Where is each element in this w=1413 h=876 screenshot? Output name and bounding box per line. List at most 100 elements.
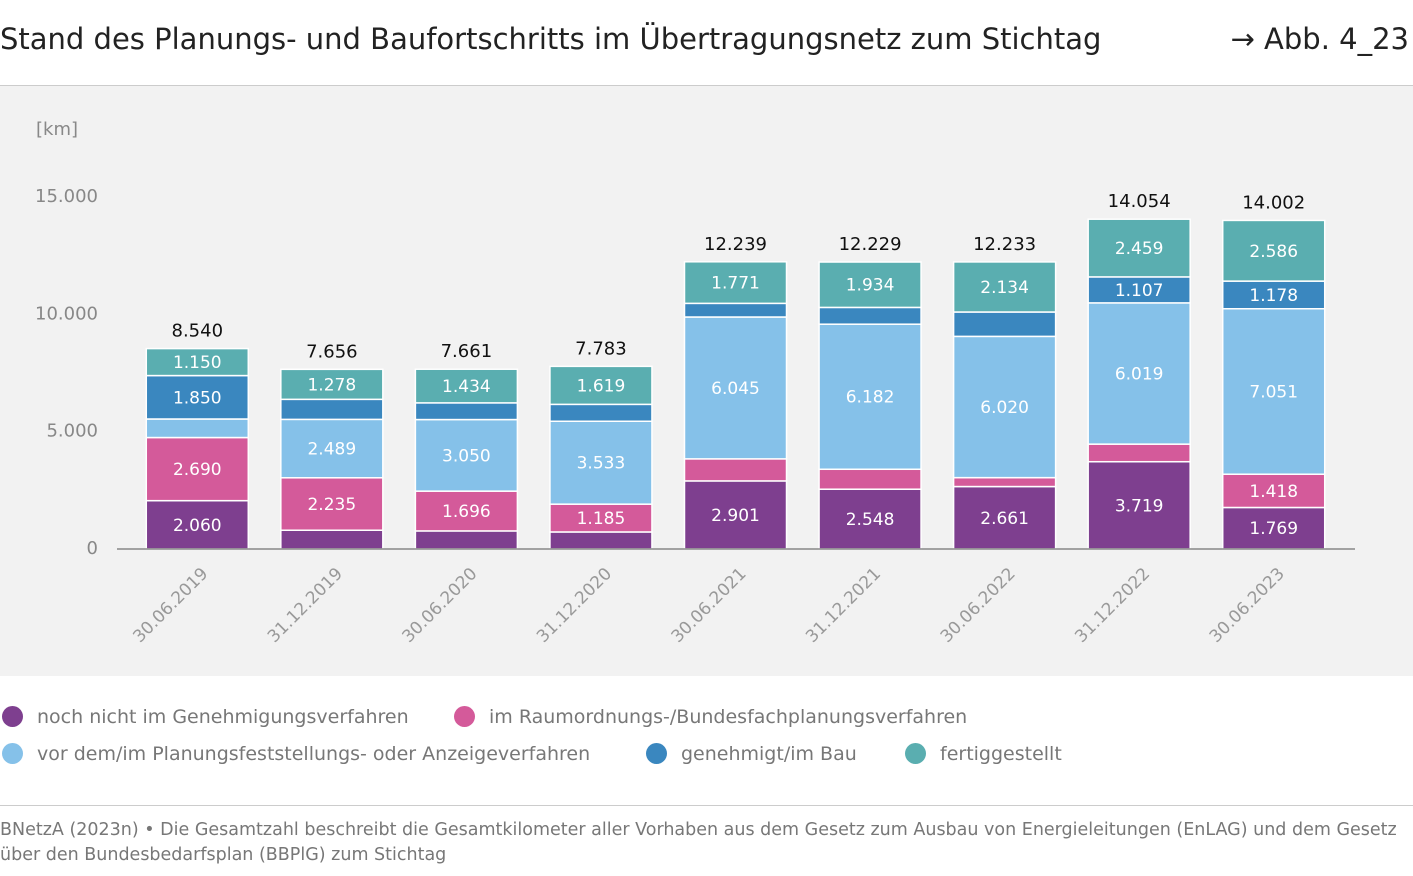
- data-label: 6.045: [711, 379, 760, 399]
- bar-segment: [414, 368, 519, 404]
- bar-segment: [683, 302, 788, 318]
- data-label: 1.150: [173, 353, 222, 373]
- data-label: 3.719: [1115, 496, 1164, 516]
- data-label: 1.696: [442, 502, 491, 522]
- y-axis-label: [km]: [36, 119, 78, 140]
- bar-segment: [1221, 506, 1326, 550]
- legend-item: noch nicht im Genehmigungsverfahren: [2, 706, 409, 728]
- legend-label: fertiggestellt: [940, 743, 1062, 765]
- bar-segment: [414, 418, 519, 492]
- bar-segment: [1087, 218, 1191, 278]
- total-label: 7.783: [575, 338, 627, 359]
- bar-segment: [145, 374, 250, 420]
- total-label: 12.229: [839, 234, 902, 255]
- bar-segment: [549, 365, 653, 406]
- bar-segment: [145, 347, 250, 377]
- bar-segment: [1221, 219, 1326, 282]
- bar-segment: [414, 490, 519, 532]
- data-label: 2.235: [307, 495, 356, 515]
- data-label: 2.134: [980, 278, 1029, 298]
- divider: [0, 805, 1413, 806]
- legend-swatch: [454, 706, 475, 727]
- bar-segment: [280, 477, 384, 531]
- data-label: 1.771: [711, 274, 760, 294]
- bar-segment: [683, 261, 788, 305]
- bar-segment: [818, 323, 922, 471]
- legend: noch nicht im Genehmigungsverfahren im Ra…: [0, 700, 1413, 780]
- y-tick-label: 10.000: [35, 303, 98, 324]
- bar-segment: [818, 468, 922, 490]
- bar-segment: [549, 403, 653, 422]
- legend-swatch: [905, 743, 926, 764]
- legend-item: im Raumordnungs-/Bundesfachplanungsverfa…: [454, 706, 967, 728]
- data-label: 2.901: [711, 506, 760, 526]
- bar-segment: [414, 530, 519, 550]
- data-label: 2.548: [846, 510, 895, 530]
- total-label: 7.656: [306, 341, 358, 362]
- source-note: BNetzA (2023n) • Die Gesamtzahl beschrei…: [0, 820, 1397, 865]
- data-label: 6.020: [980, 398, 1029, 418]
- bar-segment: [952, 335, 1057, 479]
- legend-swatch: [2, 706, 23, 727]
- legend-swatch: [646, 743, 667, 764]
- y-tick-label: 0: [87, 538, 98, 559]
- data-label: 1.418: [1249, 482, 1298, 502]
- bar-segment: [414, 402, 519, 421]
- bar-segment: [683, 480, 788, 550]
- chart: [km] 0 5.000 10.000 15.000 2.060 2.690 1.850 1.…: [0, 86, 1413, 676]
- divider: [0, 85, 1413, 86]
- data-label: 1.934: [846, 276, 895, 296]
- legend-label: genehmigt/im Bau: [681, 743, 857, 765]
- legend-item: vor dem/im Planungsfeststellungs- oder A…: [2, 743, 590, 765]
- total-label: 14.054: [1108, 191, 1171, 212]
- bar-segment: [818, 261, 922, 309]
- data-label: 2.661: [980, 509, 1029, 529]
- bar-segment: [549, 420, 653, 505]
- bar-segment: [952, 311, 1057, 338]
- total-label: 12.233: [973, 234, 1036, 255]
- bar-segment: [549, 503, 653, 533]
- bar-segment: [1221, 280, 1326, 310]
- legend-swatch: [2, 743, 23, 764]
- bar-segment: [145, 499, 250, 550]
- bar-segment: [549, 531, 653, 550]
- data-label: 7.051: [1249, 382, 1298, 402]
- total-label: 7.661: [441, 341, 493, 362]
- data-label: 3.533: [577, 454, 626, 474]
- data-label: 2.586: [1249, 242, 1298, 262]
- legend-label: im Raumordnungs-/Bundesfachplanungsverfa…: [489, 706, 968, 728]
- bar-segment: [145, 418, 250, 439]
- bar-segment: [952, 476, 1057, 488]
- y-tick-label: 15.000: [35, 186, 98, 207]
- data-label: 2.459: [1115, 239, 1164, 259]
- data-label: 1.850: [173, 388, 222, 408]
- data-label: 2.690: [173, 460, 222, 480]
- data-label: 1.278: [307, 375, 356, 395]
- data-label: 6.182: [846, 388, 895, 408]
- data-label: 1.619: [577, 376, 626, 396]
- bar-segment: [952, 485, 1057, 550]
- data-label: 1.178: [1249, 286, 1298, 306]
- bar-segment: [280, 398, 384, 421]
- bar-segment: [1087, 443, 1191, 463]
- total-label: 12.239: [704, 234, 767, 255]
- figure-ref: → Abb. 4_23: [1230, 22, 1409, 56]
- y-tick-label: 5.000: [46, 421, 98, 442]
- bar-segment: [280, 368, 384, 401]
- data-label: 2.060: [173, 516, 222, 536]
- total-label: 8.540: [172, 321, 224, 342]
- data-label: 1.434: [442, 377, 491, 397]
- bar-segment: [952, 261, 1057, 313]
- bar-segment: [280, 529, 384, 550]
- data-label: 6.019: [1115, 365, 1164, 385]
- data-label: 1.769: [1249, 519, 1298, 539]
- legend-label: vor dem/im Planungsfeststellungs- oder A…: [37, 743, 591, 765]
- legend-item: genehmigt/im Bau: [646, 743, 857, 765]
- total-label: 14.002: [1242, 192, 1305, 213]
- bar-segment: [683, 316, 788, 460]
- bar-segment: [1087, 276, 1191, 304]
- bar-segment: [1221, 307, 1326, 475]
- legend-label: noch nicht im Genehmigungsverfahren: [37, 706, 409, 728]
- bar-segment: [1221, 473, 1326, 509]
